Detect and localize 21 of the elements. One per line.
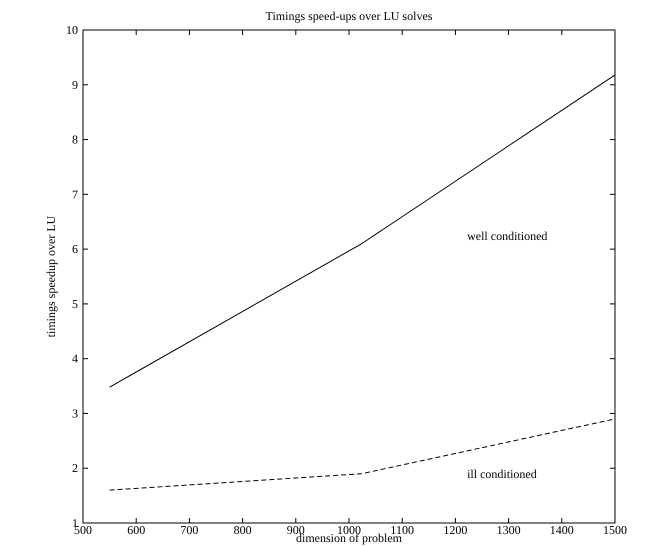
x-tick-label: 1300 (496, 523, 521, 537)
annotation: ill conditioned (467, 467, 537, 481)
y-tick-label: 9 (72, 78, 78, 92)
y-axis-title: timings speedup over LU (44, 215, 58, 338)
y-tick-label: 6 (72, 242, 78, 256)
y-tick-label: 10 (66, 23, 78, 37)
x-tick-label: 1400 (550, 523, 574, 537)
y-tick-label: 4 (72, 352, 78, 366)
x-tick-label: 1100 (390, 523, 414, 537)
x-tick-label: 800 (234, 523, 252, 537)
y-tick-label: 5 (72, 296, 78, 311)
y-tick-label: 8 (72, 132, 78, 147)
chart-title: Timings speed-ups over LU solves (266, 9, 433, 23)
x-tick-label: 600 (127, 523, 146, 537)
x-tick-label: 1500 (603, 523, 627, 537)
annotation: well conditioned (467, 229, 548, 243)
x-tick-label: 1200 (443, 523, 468, 537)
y-tick-label: 7 (72, 187, 78, 202)
y-tick-label: 3 (72, 406, 78, 420)
x-tick-label: 700 (180, 523, 198, 537)
y-tick-label: 2 (72, 461, 78, 476)
